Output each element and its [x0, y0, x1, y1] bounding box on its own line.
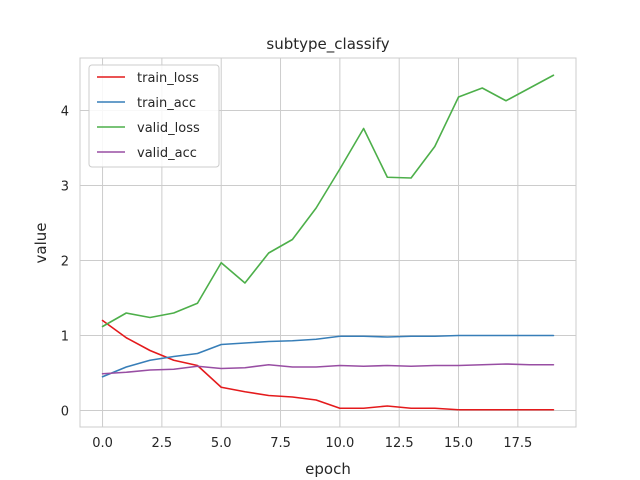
legend: train_loss train_acc valid_loss valid_acc [88, 64, 220, 168]
y-tick-label: 4 [61, 105, 69, 120]
legend-label: valid_acc [137, 146, 197, 161]
chart-title: subtype_classify [266, 35, 389, 54]
x-tick-label: 10.0 [325, 436, 354, 451]
y-tick-label: 0 [61, 405, 69, 420]
series-lines [101, 74, 555, 411]
x-tick-label: 7.5 [270, 436, 291, 451]
x-tick-label: 15.0 [444, 436, 473, 451]
y-axis-label: value [32, 223, 50, 264]
series-line-valid-loss [101, 74, 555, 328]
series-line-valid-acc [101, 363, 555, 375]
y-tick-label: 2 [61, 255, 69, 270]
legend-box [88, 64, 220, 168]
x-axis-label: epoch [305, 460, 351, 478]
legend-label: train_acc [137, 96, 196, 111]
series-line-train-loss [101, 319, 555, 411]
x-tick-label: 2.5 [152, 436, 173, 451]
legend-label: valid_loss [137, 121, 200, 136]
x-tick-label: 12.5 [385, 436, 414, 451]
legend-label: train_loss [137, 71, 199, 86]
y-tick-label: 3 [61, 180, 69, 195]
x-tick-label: 0.0 [92, 436, 113, 451]
axes-frame [79, 57, 577, 428]
y-tick-label: 1 [61, 330, 69, 345]
series-line-train-acc [101, 334, 555, 378]
x-tick-label: 5.0 [211, 436, 232, 451]
x-tick-label: 17.5 [503, 436, 532, 451]
ticks: 0.0 2.5 5.0 7.5 10.0 12.5 15.0 17.5 0 1 2 3 4 [61, 105, 533, 452]
